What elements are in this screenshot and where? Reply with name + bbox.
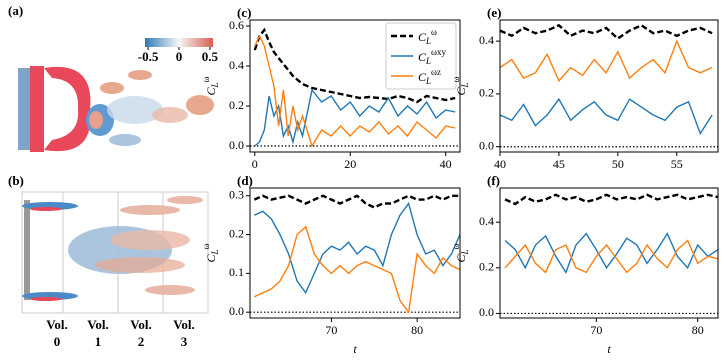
volume-label: 0 — [54, 334, 61, 349]
colorbar — [145, 38, 213, 47]
x-tick-label: 80 — [692, 323, 704, 337]
x-axis-label: t — [353, 342, 357, 356]
x-tick-label: 0 — [252, 157, 258, 171]
x-tick-label: 55 — [671, 157, 683, 171]
y-tick-label: 0.6 — [229, 18, 244, 32]
series-line — [254, 34, 456, 148]
plot-frame — [249, 19, 461, 153]
vortex-render-a — [18, 66, 214, 152]
y-tick-label: 0.0 — [229, 138, 244, 152]
y-tick-label: 0.2 — [229, 98, 244, 112]
x-tick-label: 80 — [411, 323, 423, 337]
y-tick-label: 0.4 — [229, 58, 244, 72]
plot-frame — [499, 19, 719, 153]
chart-panel: (f) 0.0 0.2 0.4 70 80 CLω t — [451, 173, 719, 356]
legend-label: CLωxy — [418, 47, 446, 66]
x-tick-label: 70 — [590, 323, 602, 337]
y-axis-label: CLω — [451, 243, 470, 262]
legend-label: CLω — [418, 27, 437, 46]
y-tick-label: 0.3 — [229, 188, 244, 202]
y-tick-label: 0.0 — [479, 305, 494, 319]
series-line — [499, 39, 713, 82]
series-line — [504, 239, 719, 274]
series-line — [504, 193, 719, 206]
x-tick-label: 40 — [494, 157, 506, 171]
volume-label: 3 — [181, 334, 188, 349]
series-line — [504, 232, 719, 274]
volume-label: 2 — [138, 334, 145, 349]
series-line — [254, 201, 461, 295]
series-line — [254, 88, 456, 147]
x-tick-label: 50 — [612, 157, 624, 171]
panel-label: (a) — [8, 3, 23, 18]
panel-label: (b) — [8, 173, 24, 188]
y-tick-label: 0.4 — [479, 33, 494, 47]
y-axis-label: CLω — [201, 243, 220, 262]
legend-label: CLωz — [418, 67, 441, 86]
colorbar-tick-label: 0.5 — [202, 49, 219, 64]
y-tick-label: 0.2 — [229, 226, 244, 240]
plot-frame — [499, 187, 719, 319]
x-tick-label: 40 — [440, 157, 452, 171]
vortex-render-b — [21, 191, 209, 314]
y-tick-label: 0.2 — [479, 260, 494, 274]
volume-label: Vol. — [87, 317, 109, 332]
x-tick-label: 20 — [344, 157, 356, 171]
y-tick-label: 0.4 — [479, 214, 494, 228]
y-tick-label: 0.0 — [229, 304, 244, 318]
panel-label: (f) — [487, 173, 500, 188]
y-axis-label: CLω — [451, 76, 470, 95]
plot-frame — [249, 187, 461, 319]
y-tick-label: 0.0 — [479, 138, 494, 152]
series-line — [499, 23, 713, 41]
series-line — [254, 225, 461, 314]
volume-label: Vol. — [173, 317, 195, 332]
chart-panel: (e) 0.0 0.2 0.4 40 45 50 55 CLω — [451, 5, 719, 171]
colorbar-tick-label: 0 — [176, 49, 183, 64]
x-axis-label: t — [607, 342, 611, 356]
colorbar-tick-label: -0.5 — [138, 49, 159, 64]
chart-panel: (d) 0.0 0.1 0.2 0.3 70 80 CLω t — [201, 173, 461, 356]
y-axis-label: CLω — [201, 76, 220, 95]
volume-label: 1 — [95, 334, 102, 349]
x-tick-label: 45 — [553, 157, 565, 171]
panel-label: (d) — [237, 173, 253, 188]
y-tick-label: 0.1 — [229, 265, 244, 279]
series-line — [253, 27, 456, 104]
panel-label: (c) — [237, 5, 251, 20]
volume-label: Vol. — [130, 317, 152, 332]
series-line — [499, 97, 713, 136]
legend-box — [385, 22, 457, 90]
panel-label: (e) — [487, 5, 501, 20]
volume-label: Vol. — [46, 317, 68, 332]
series-line — [253, 194, 460, 209]
y-tick-label: 0.2 — [479, 86, 494, 100]
x-tick-label: 70 — [325, 323, 337, 337]
